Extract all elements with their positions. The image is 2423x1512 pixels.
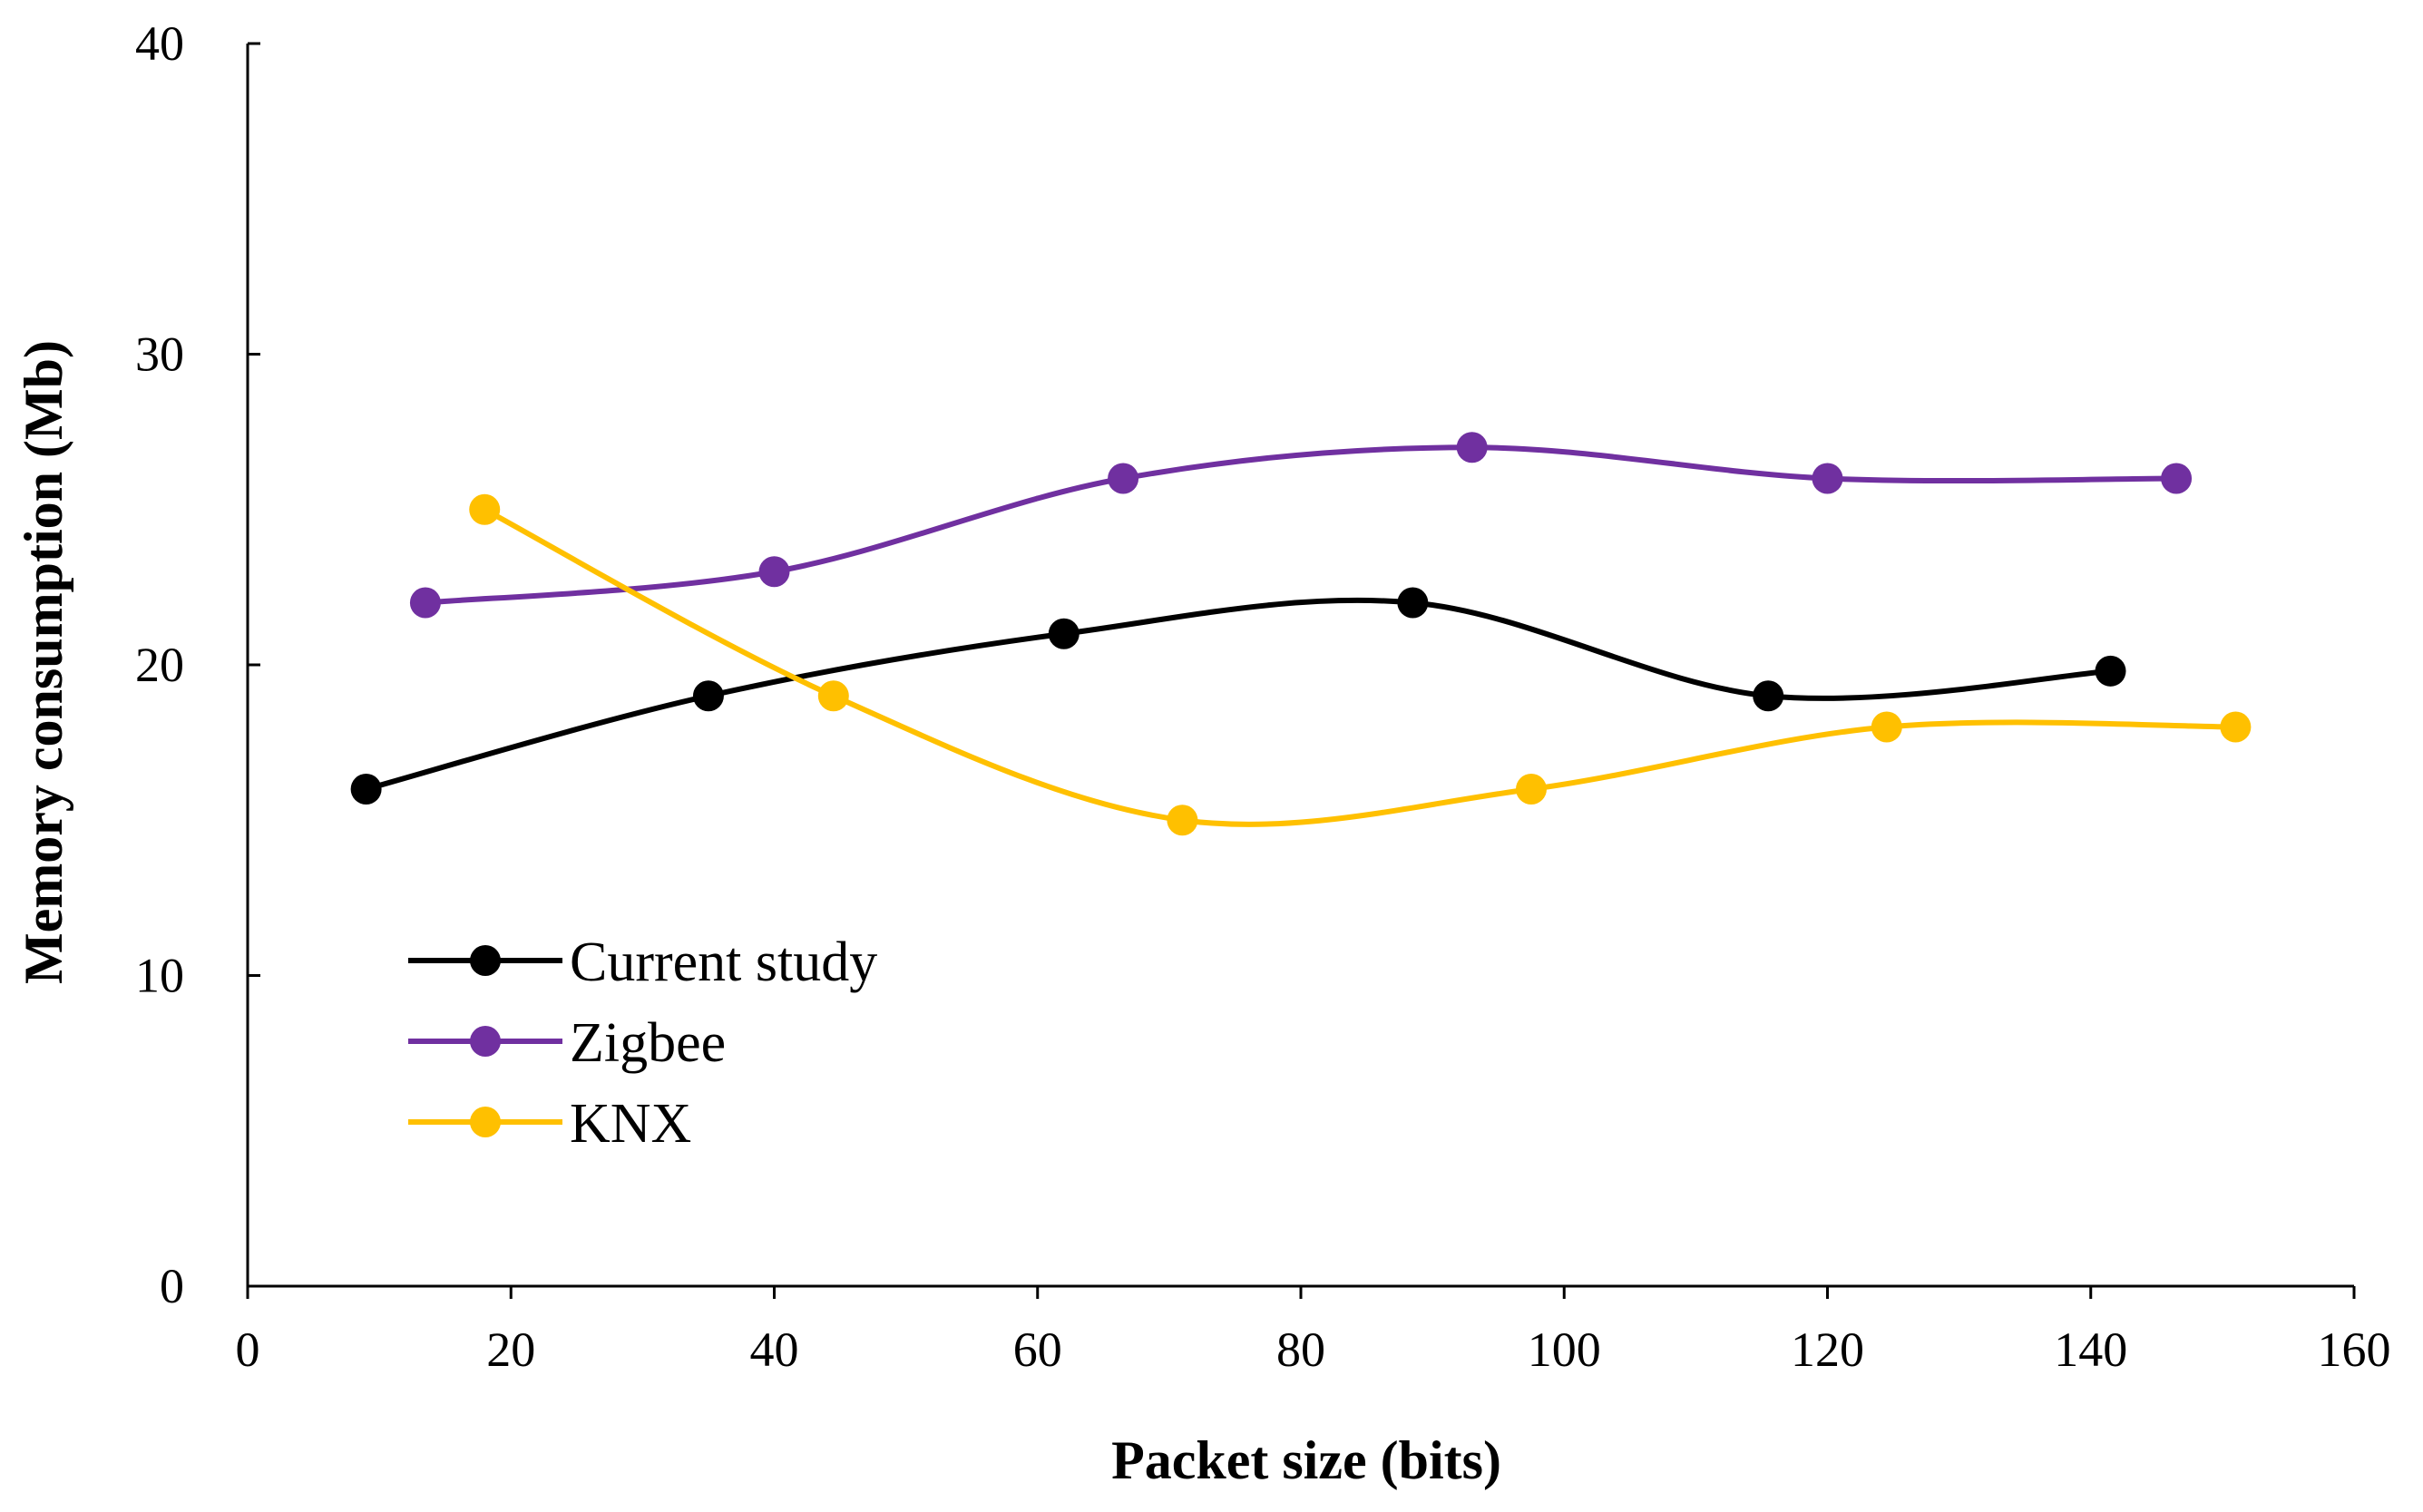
x-axis-title: Packet size (bits) [1111,1430,1501,1490]
y-tick-label: 10 [135,949,184,1003]
series-group [350,432,2252,836]
data-point-current-study [2095,655,2126,687]
data-point-knx [469,493,501,525]
data-point-zigbee [1456,432,1488,463]
x-tick-label: 80 [1276,1322,1325,1377]
y-tick-label: 0 [160,1259,184,1313]
series-line-current-study [363,597,2114,792]
data-point-knx [1871,711,1902,743]
data-point-zigbee [1108,463,1139,494]
data-point-knx [1167,805,1198,836]
series-line-knx [482,506,2239,827]
x-tick-label: 60 [1013,1322,1062,1377]
data-point-current-study [1753,680,1784,712]
series-knx [469,493,2252,836]
legend: Current study Zigbee KNX [408,932,877,1155]
data-point-zigbee [758,556,790,588]
legend-item-zigbee: Zigbee [408,1012,726,1074]
data-point-current-study [1397,587,1429,619]
data-point-current-study [1048,618,1080,649]
legend-item-current-study: Current study [408,932,877,993]
x-tick-label: 40 [750,1322,799,1377]
axes: 0 10 20 30 40 0 20 40 60 80 100 120 140 160 [135,16,2391,1377]
x-tick-label: 100 [1528,1322,1601,1377]
y-tick-label: 30 [135,327,184,382]
data-point-current-study [692,680,724,712]
legend-marker-zigbee [470,1026,501,1057]
data-point-zigbee [2161,463,2193,494]
data-point-knx [2220,711,2252,743]
data-point-current-study [350,774,382,805]
x-tick-label: 20 [486,1322,535,1377]
data-point-knx [1515,774,1547,805]
y-axis-title: Memory consumption (Mb) [14,340,73,984]
x-tick-label: 120 [1791,1322,1864,1377]
legend-label-knx: KNX [570,1093,691,1155]
legend-marker-current-study [470,945,501,976]
legend-label-current-study: Current study [570,932,877,993]
series-zigbee [409,432,2193,619]
data-point-zigbee [1812,463,1843,494]
x-tick-label: 0 [236,1322,260,1377]
series-line-zigbee [422,444,2180,606]
legend-marker-knx [470,1107,501,1137]
legend-label-zigbee: Zigbee [570,1012,726,1074]
legend-item-knx: KNX [408,1093,691,1155]
data-point-knx [817,680,849,712]
y-tick-label: 20 [135,638,184,692]
series-current-study [350,587,2126,805]
x-tick-label: 160 [2318,1322,2391,1377]
data-point-zigbee [409,587,441,619]
x-tick-label: 140 [2054,1322,2127,1377]
y-tick-label: 40 [135,16,184,71]
